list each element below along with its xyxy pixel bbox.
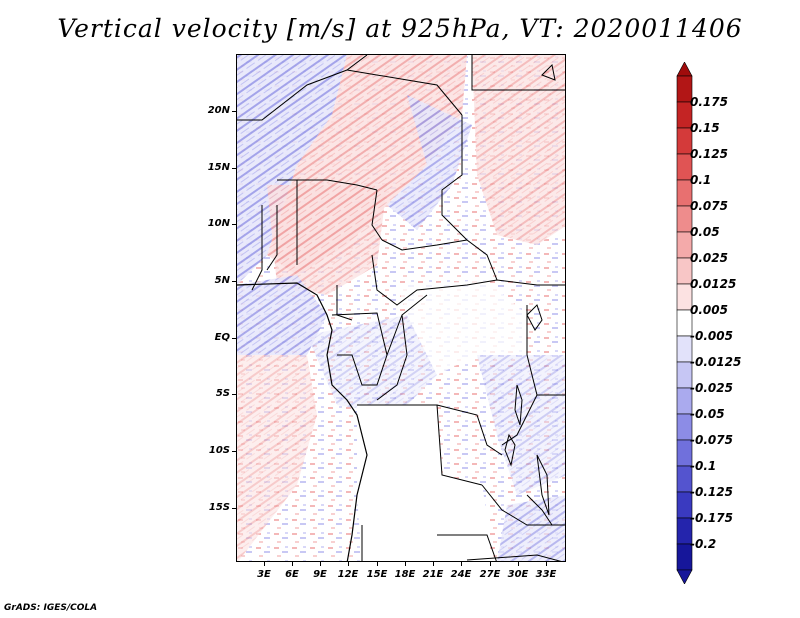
colorbar-tick-label: -0.005 [690, 329, 733, 343]
lat-tick [232, 168, 236, 169]
lat-label-20n: 20N [207, 105, 230, 116]
colorbar-tick-label: -0.0125 [690, 355, 742, 369]
chart-title: Vertical velocity [m/s] at 925hPa, VT: 2… [57, 14, 743, 43]
lat-tick [232, 111, 236, 112]
colorbar-tick-label: 0.15 [690, 121, 720, 135]
lat-label-10n: 10N [207, 218, 230, 229]
lat-label-15s: 15S [208, 502, 230, 513]
lat-label-10s: 10S [208, 445, 230, 456]
lat-label-5n: 5N [214, 275, 230, 286]
lon-tick [264, 562, 265, 566]
lon-tick [320, 562, 321, 566]
lon-label-6e: 6E [285, 569, 299, 580]
lon-tick [377, 562, 378, 566]
lon-label-33e: 33E [535, 569, 557, 580]
colorbar-tick-label: -0.025 [690, 381, 733, 395]
lon-label-24e: 24E [450, 569, 472, 580]
lon-label-15e: 15E [366, 569, 388, 580]
colorbar-top-arrow [676, 62, 693, 77]
map-panel [236, 54, 566, 562]
colorbar-tick-label: 0.005 [690, 303, 728, 317]
lon-tick [348, 562, 349, 566]
lon-label-12e: 12E [337, 569, 359, 580]
lon-tick [546, 562, 547, 566]
colorbar-tick-label: -0.05 [690, 407, 725, 421]
footer-credit: GrADS: IGES/COLA [4, 603, 98, 613]
colorbar-tick-label: 0.0125 [690, 277, 737, 291]
lon-label-3e: 3E [257, 569, 271, 580]
lon-tick [490, 562, 491, 566]
lon-label-21e: 21E [422, 569, 444, 580]
lon-tick [405, 562, 406, 566]
lon-tick [292, 562, 293, 566]
colorbar-tick-label: -0.1 [690, 459, 717, 473]
colorbar-tick-label: -0.175 [690, 511, 733, 525]
vertical-velocity-map [237, 55, 565, 561]
lon-label-30e: 30E [507, 569, 529, 580]
colorbar-tick-label: 0.1 [690, 173, 712, 187]
lat-tick [232, 394, 236, 395]
lon-tick [461, 562, 462, 566]
lat-label-15n: 15N [207, 162, 230, 173]
lon-label-27e: 27E [479, 569, 501, 580]
lon-tick [518, 562, 519, 566]
lat-tick [232, 451, 236, 452]
lat-tick [232, 508, 236, 509]
colorbar-tick-label: -0.2 [690, 537, 717, 551]
colorbar-tick-label: 0.025 [690, 251, 728, 265]
colorbar-tick-label: -0.075 [690, 433, 733, 447]
lat-tick [232, 224, 236, 225]
colorbar-bottom-arrow [676, 569, 693, 584]
colorbar-tick-label: 0.175 [690, 95, 728, 109]
lon-label-9e: 9E [313, 569, 327, 580]
colorbar-tick-label: 0.125 [690, 147, 728, 161]
colorbar-tick-label: 0.05 [690, 225, 720, 239]
lon-tick [433, 562, 434, 566]
colorbar-tick-label: 0.075 [690, 199, 728, 213]
lat-label-5s: 5S [215, 388, 230, 399]
lat-tick [232, 281, 236, 282]
lon-label-18e: 18E [394, 569, 416, 580]
colorbar [676, 62, 693, 584]
colorbar-tick-label: -0.125 [690, 485, 733, 499]
lat-tick [232, 338, 236, 339]
lat-label-eq: EQ [214, 332, 230, 343]
